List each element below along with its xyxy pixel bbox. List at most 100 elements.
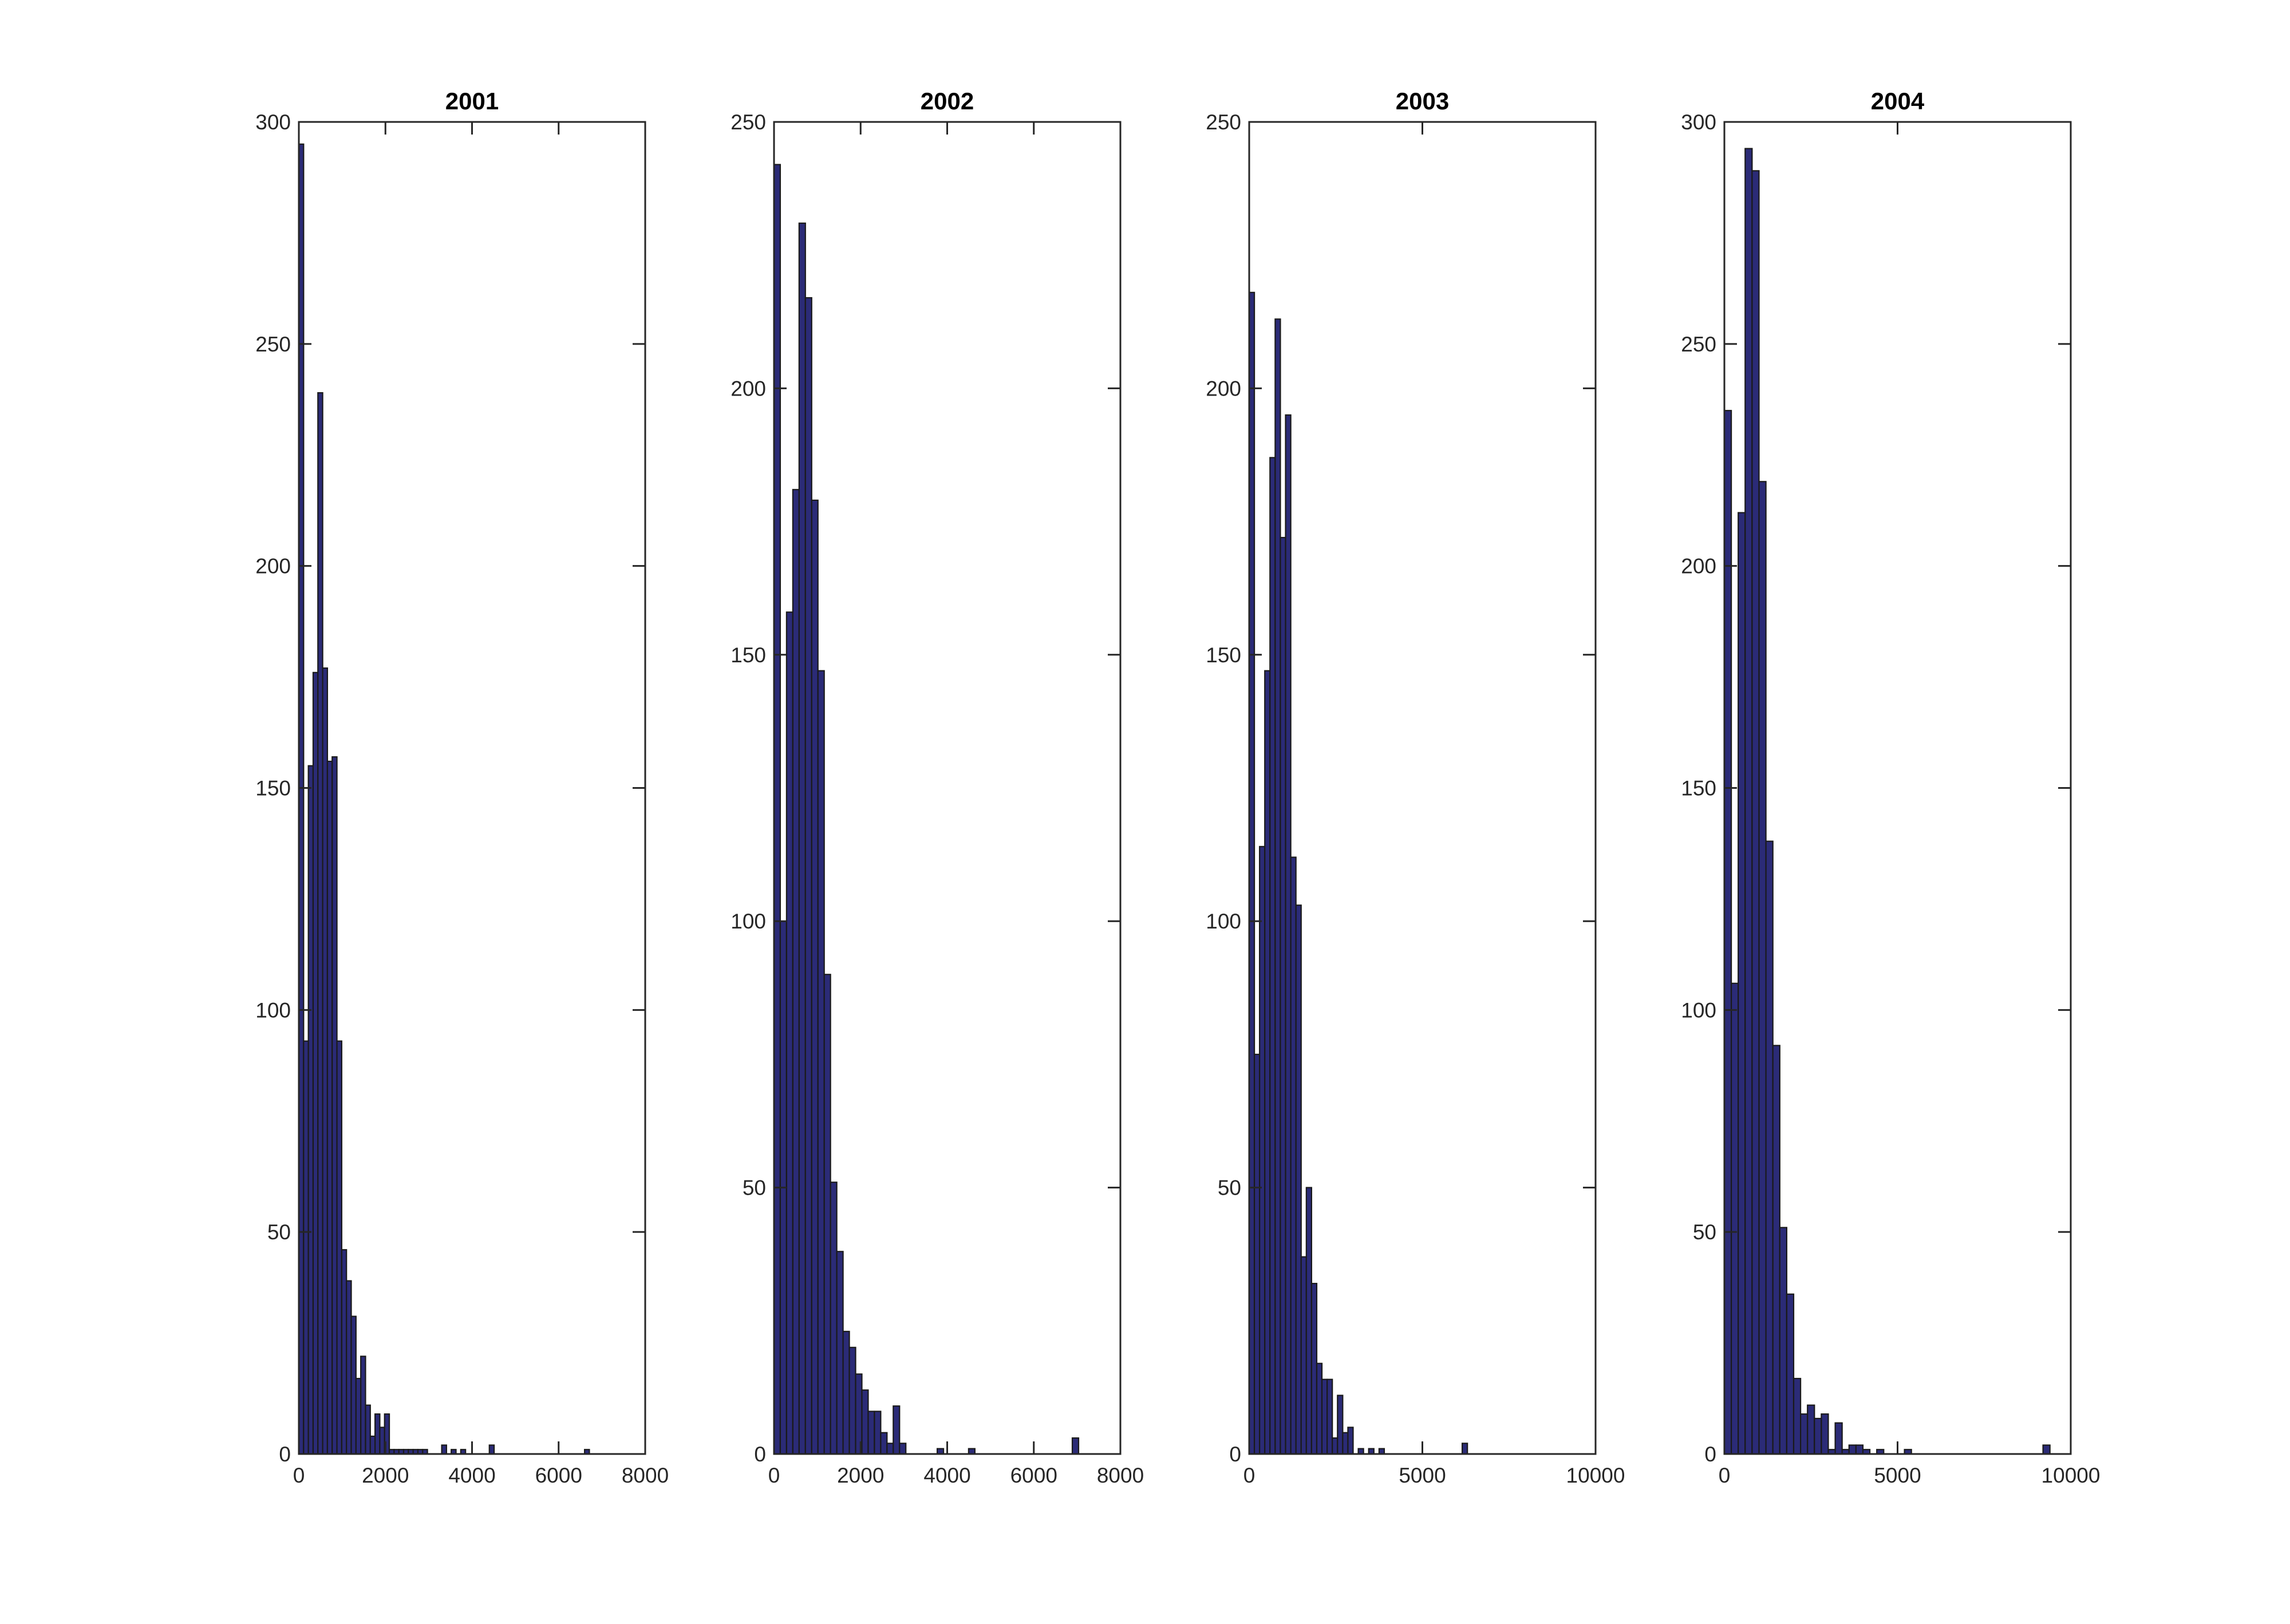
histogram-bar [369,1435,376,1455]
y-tick-label: 300 [255,110,291,134]
histogram-bar [317,392,323,1455]
histogram-bar [1253,1053,1261,1455]
histogram-bar [1280,536,1286,1455]
histogram-bar [1855,1444,1864,1455]
histogram-bar [1295,904,1302,1455]
histogram-bar [848,1346,856,1455]
histogram-bar [1071,1437,1080,1455]
histogram-bar [374,1413,381,1455]
y-tick-label: 100 [731,910,766,933]
y-tick-label: 250 [731,110,766,134]
histogram-bar [1461,1443,1468,1455]
histogram-bar [360,1356,366,1455]
histogram-bar [1259,845,1266,1455]
histogram-bar [1285,414,1292,1455]
panel-2003: 2003 0 5000 10000 0 50 100 150 200 250 [1206,88,1625,1487]
histogram-bar [1290,856,1297,1455]
histogram-bar [785,611,793,1455]
histogram-bar [1342,1432,1349,1455]
y-tick-label: 250 [255,333,291,356]
histogram-bar [331,756,338,1455]
histogram-bar [1731,982,1739,1455]
histogram-bar [365,1404,371,1455]
x-tick-label: 5000 [1399,1464,1446,1487]
histogram-bar [893,1405,901,1455]
histogram-bar [886,1443,894,1455]
y-tick-label: 250 [1681,333,1716,356]
y-tick-label: 0 [279,1443,291,1466]
x-tick-label: 2000 [837,1464,884,1487]
histogram-bar [1264,670,1271,1455]
x-tick-label: 2000 [362,1464,409,1487]
y-tick-label: 0 [1704,1443,1716,1466]
histogram-bar [1786,1293,1795,1455]
x-tick-label: 10000 [1566,1464,1625,1487]
histogram-bar [1848,1444,1857,1455]
histogram-bar [880,1432,888,1455]
panel-title: 2004 [1871,88,1925,114]
y-tick-label: 0 [754,1443,766,1466]
histogram-bar [773,164,781,1455]
histogram-bar [1758,481,1767,1455]
histogram-bar [798,222,806,1455]
y-tick-label: 300 [1681,110,1716,134]
histogram-bar [1814,1417,1822,1455]
histogram-bar [303,1040,309,1455]
panel-title: 2002 [921,88,974,114]
histogram-bar [823,974,831,1455]
y-tick-label: 250 [1206,110,1241,134]
histogram-bar [1269,457,1276,1455]
histogram-bar [817,670,825,1455]
y-tick-label: 200 [1206,377,1241,400]
y-tick-label: 200 [255,555,291,578]
histogram-bar [350,1315,357,1455]
x-tick-label: 6000 [535,1464,582,1487]
histogram-bar [346,1280,352,1455]
histogram-bar [1300,1256,1307,1455]
x-tick-label: 6000 [1010,1464,1057,1487]
histogram-bar [867,1410,875,1455]
histogram-bar [1772,1045,1780,1455]
x-tick-label: 0 [768,1464,780,1487]
y-tick-label: 150 [1206,643,1241,667]
histogram-bar [792,489,800,1455]
histogram-bar [1332,1437,1339,1455]
histogram-bar [899,1443,907,1455]
histogram-bar [874,1410,882,1455]
x-tick-label: 4000 [448,1464,495,1487]
histogram-bar [1723,410,1732,1455]
histogram-bar [1310,1283,1318,1455]
panel-2002: 2002 0 2000 4000 6000 8000 0 50 100 150 200 250 [731,88,1144,1487]
histogram-bar [355,1378,362,1455]
panel-title: 2001 [445,88,499,114]
x-tick-label: 0 [1243,1464,1255,1487]
x-tick-label: 0 [293,1464,305,1487]
histogram-bar [1738,512,1746,1455]
y-tick-label: 50 [1218,1176,1241,1200]
y-tick-label: 150 [731,643,766,667]
histogram-bar [861,1389,869,1455]
y-tick-label: 50 [743,1176,766,1200]
histogram-bar [1792,1378,1802,1455]
histogram-bar [811,499,819,1455]
y-tick-label: 50 [267,1220,291,1244]
histogram-bar [1274,318,1281,1455]
histogram-bar [842,1330,850,1455]
histogram-bar [312,671,319,1455]
histogram-bar [326,760,333,1455]
x-tick-label: 4000 [923,1464,970,1487]
x-tick-label: 8000 [622,1464,669,1487]
histogram-bar [1305,1187,1312,1455]
histogram-bar [1765,840,1774,1455]
histogram-bar [1751,170,1760,1455]
x-tick-label: 0 [1719,1464,1731,1487]
axes-box [298,121,646,1455]
y-tick-label: 200 [731,377,766,400]
x-tick-label: 10000 [2042,1464,2101,1487]
histogram-bar [1337,1394,1344,1455]
x-tick-label: 8000 [1097,1464,1144,1487]
y-tick-label: 150 [255,777,291,800]
y-tick-label: 100 [1206,910,1241,933]
histogram-bar [1800,1413,1809,1455]
